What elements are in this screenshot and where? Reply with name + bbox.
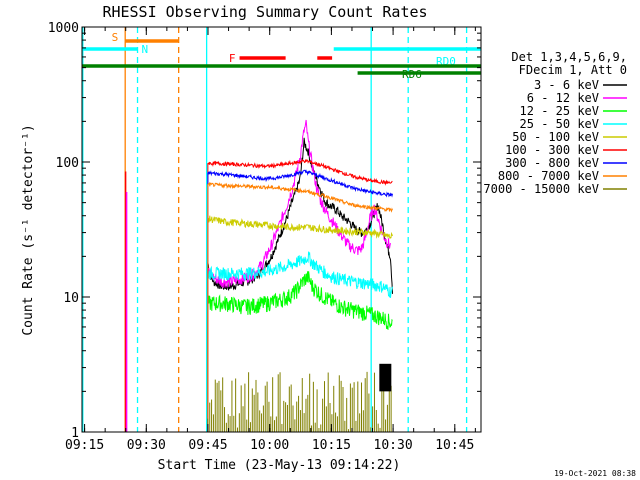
legend-label: 7000 - 15000 keV [483,182,599,196]
x-tick-label: 09:15 [65,438,104,453]
end-spike [379,363,392,392]
y-tick-label: 1000 [48,21,79,36]
y-axis-label: Count Rate (s⁻¹ detector⁻¹) [21,124,36,335]
series-line [207,271,393,330]
legend-label: 800 - 7000 keV [498,169,599,183]
legend-label: 3 - 6 keV [534,78,599,92]
legend-label: 25 - 50 keV [520,117,599,131]
flag-label: F [229,52,236,65]
x-tick-label: 10:30 [374,438,413,453]
y-tick-label: 10 [63,291,79,306]
y-tick-label: 100 [56,156,79,171]
flag-label: N [142,43,149,56]
footer-date: 19-Oct-2021 08:38 [554,469,636,478]
series-line [207,158,393,186]
legend: Det 1,3,4,5,6,9,FDecim 1, Att 03 - 6 keV… [483,50,627,196]
flag-bars: SNFRD0RD6 [82,31,481,81]
chart-title: RHESSI Observing Summary Count Rates [102,3,427,21]
x-tick-label: 10:45 [435,438,474,453]
legend-label: 300 - 800 keV [505,156,599,170]
x-tick-label: 10:15 [312,438,351,453]
y-tick-label: 1 [71,426,79,441]
series-line [207,181,393,213]
legend-header-line: Det 1,3,4,5,6,9, [511,50,627,64]
legend-label: 6 - 12 keV [527,91,599,105]
series-line [207,251,393,298]
plot-frame [81,26,482,433]
data-series [124,119,393,432]
x-tick-label: 09:45 [188,438,227,453]
flag-label: S [112,31,119,44]
x-tick-label: 10:00 [250,438,289,453]
series-line [207,137,393,294]
y-axis-ticks: 1 10 100 1000 [48,21,481,441]
legend-label: 12 - 25 keV [520,104,599,118]
series-line [207,215,393,240]
x-tick-label: 09:30 [127,438,166,453]
vertical-markers [82,27,468,432]
x-axis-ticks: 09:15 09:30 09:45 10:00 10:15 10:30 10:45 [65,27,476,453]
legend-header-line: FDecim 1, Att 0 [519,63,627,77]
series-line [207,169,393,198]
legend-label: 100 - 300 keV [505,143,599,157]
series-9 [207,371,392,432]
legend-label: 50 - 100 keV [512,130,599,144]
x-axis-label: Start Time (23-May-13 09:14:22) [158,458,401,473]
series-8 [207,181,393,432]
